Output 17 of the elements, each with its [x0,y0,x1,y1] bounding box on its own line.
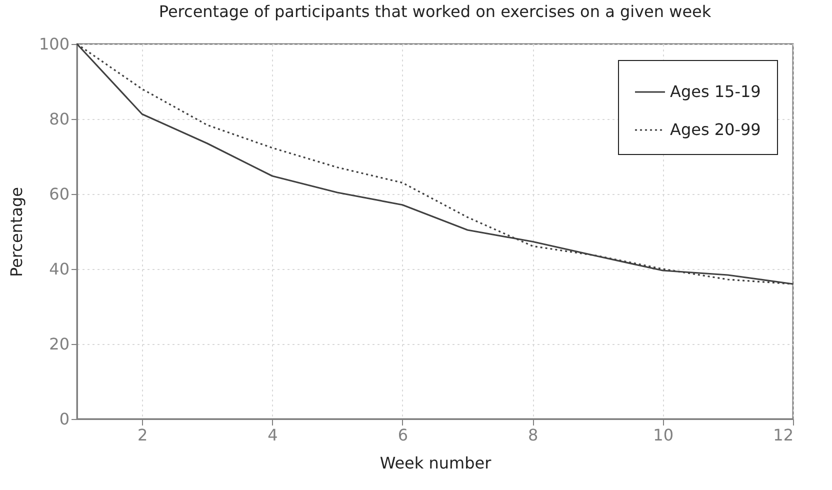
x-tick-label: 10 [653,426,674,444]
x-tick-label: 12 [773,426,794,444]
y-tick-label: 100 [38,34,70,54]
y-tick-label: 80 [49,110,70,128]
y-tick-label: 60 [49,184,70,204]
y-axis-title: Percentage [6,186,26,278]
chart-title: Percentage of participants that worked on exercises on a given week [158,2,712,21]
y-tick-label: 20 [49,334,70,354]
x-tick-label: 2 [137,426,148,444]
x-tick-label: 8 [528,426,538,444]
y-tick-label: 40 [49,260,70,278]
x-axis-title: Week number [380,454,492,472]
x-tick-label: 4 [268,426,278,444]
y-tick-label: 0 [59,410,70,428]
legend-label: Ages 20-99 [670,120,761,139]
legend-label: Ages 15-19 [670,82,761,101]
x-tick-label: 6 [398,426,408,444]
